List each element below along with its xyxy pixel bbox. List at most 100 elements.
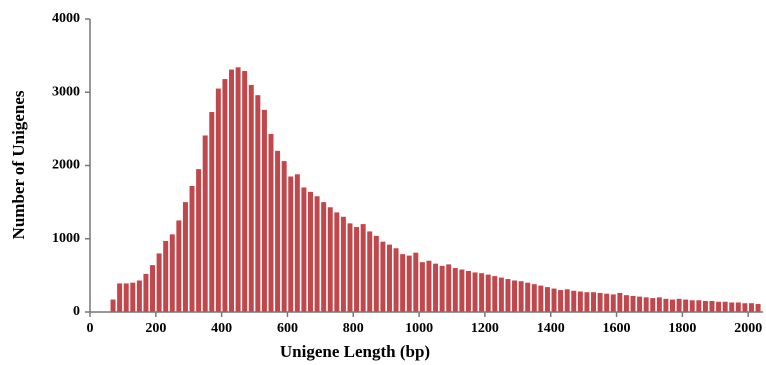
bar — [419, 262, 425, 312]
bar — [176, 220, 182, 312]
x-tick-label: 1400 — [537, 321, 565, 336]
bar — [722, 301, 728, 312]
bar — [498, 277, 504, 312]
bar — [492, 276, 498, 312]
bar — [196, 169, 202, 312]
bar — [386, 244, 392, 312]
bar — [709, 301, 715, 312]
bar — [538, 285, 544, 312]
bar — [248, 84, 254, 312]
bar — [235, 67, 241, 312]
bar — [400, 254, 406, 312]
x-tick-label: 1000 — [405, 321, 433, 336]
bar — [551, 288, 557, 312]
bar — [610, 294, 616, 312]
bar — [525, 282, 531, 312]
bar — [439, 265, 445, 312]
bar — [584, 292, 590, 312]
bar — [143, 273, 149, 312]
bar — [452, 268, 458, 312]
bar — [314, 196, 320, 312]
bar — [617, 292, 623, 312]
x-tick-label: 600 — [277, 321, 298, 336]
x-tick-label: 2000 — [734, 321, 762, 336]
bar — [465, 270, 471, 312]
bar — [479, 273, 485, 312]
bar — [702, 301, 708, 312]
bar — [571, 290, 577, 312]
x-tick-label: 1800 — [668, 321, 696, 336]
bar — [630, 295, 636, 312]
bar — [360, 224, 366, 312]
bar — [340, 216, 346, 312]
bar — [242, 71, 248, 312]
bar — [123, 283, 129, 312]
bar — [623, 295, 629, 312]
bar — [683, 299, 689, 312]
bar — [544, 287, 550, 312]
bar — [393, 248, 399, 312]
bar — [577, 291, 583, 312]
bar — [689, 300, 695, 312]
bar — [308, 191, 313, 312]
bar — [347, 223, 353, 312]
bar — [558, 290, 564, 312]
bar — [255, 95, 261, 313]
y-tick-label: 3000 — [52, 84, 80, 99]
bar — [367, 231, 373, 312]
x-tick-label: 800 — [343, 321, 364, 336]
bar — [735, 302, 741, 312]
x-axis-title: Unigene Length (bp) — [280, 342, 430, 361]
bar — [281, 161, 287, 312]
y-tick-label: 4000 — [52, 11, 80, 26]
bar — [275, 150, 281, 312]
bar — [117, 283, 123, 312]
bar — [150, 265, 156, 312]
bar — [334, 212, 340, 312]
bar — [209, 112, 215, 312]
bar — [670, 299, 675, 312]
y-tick-label: 2000 — [52, 158, 80, 173]
bar — [156, 253, 162, 312]
bar — [512, 280, 518, 312]
x-tick-label: 1600 — [603, 321, 631, 336]
bar — [229, 69, 235, 312]
y-axis-title: Number of Unigenes — [9, 90, 28, 239]
bar — [485, 274, 491, 312]
bar — [564, 289, 570, 312]
bar — [373, 235, 379, 312]
bar — [696, 300, 702, 312]
bar — [380, 241, 386, 312]
bar — [729, 302, 735, 312]
x-tick-label: 200 — [145, 321, 166, 336]
bar — [202, 135, 208, 312]
bar — [676, 298, 682, 312]
bar — [742, 303, 748, 312]
bar — [656, 297, 662, 312]
bar — [354, 227, 360, 312]
bar — [643, 297, 649, 312]
bar — [748, 303, 754, 312]
bar — [531, 284, 537, 312]
x-tick-label: 400 — [211, 321, 232, 336]
bar — [433, 263, 439, 312]
bar — [130, 282, 136, 312]
bar — [136, 280, 142, 312]
bar — [663, 298, 669, 312]
bar — [413, 252, 419, 312]
x-tick-label: 0 — [87, 321, 94, 336]
bar — [321, 202, 327, 312]
bar — [755, 303, 761, 312]
bar — [261, 109, 267, 312]
bar — [288, 176, 294, 312]
bar — [426, 260, 432, 312]
bar — [518, 281, 524, 312]
bar — [189, 186, 195, 312]
x-tick-label: 1200 — [471, 321, 499, 336]
bar — [406, 255, 412, 312]
bar — [637, 296, 643, 312]
bar — [591, 292, 597, 312]
bar — [215, 88, 221, 313]
bar — [222, 79, 228, 312]
